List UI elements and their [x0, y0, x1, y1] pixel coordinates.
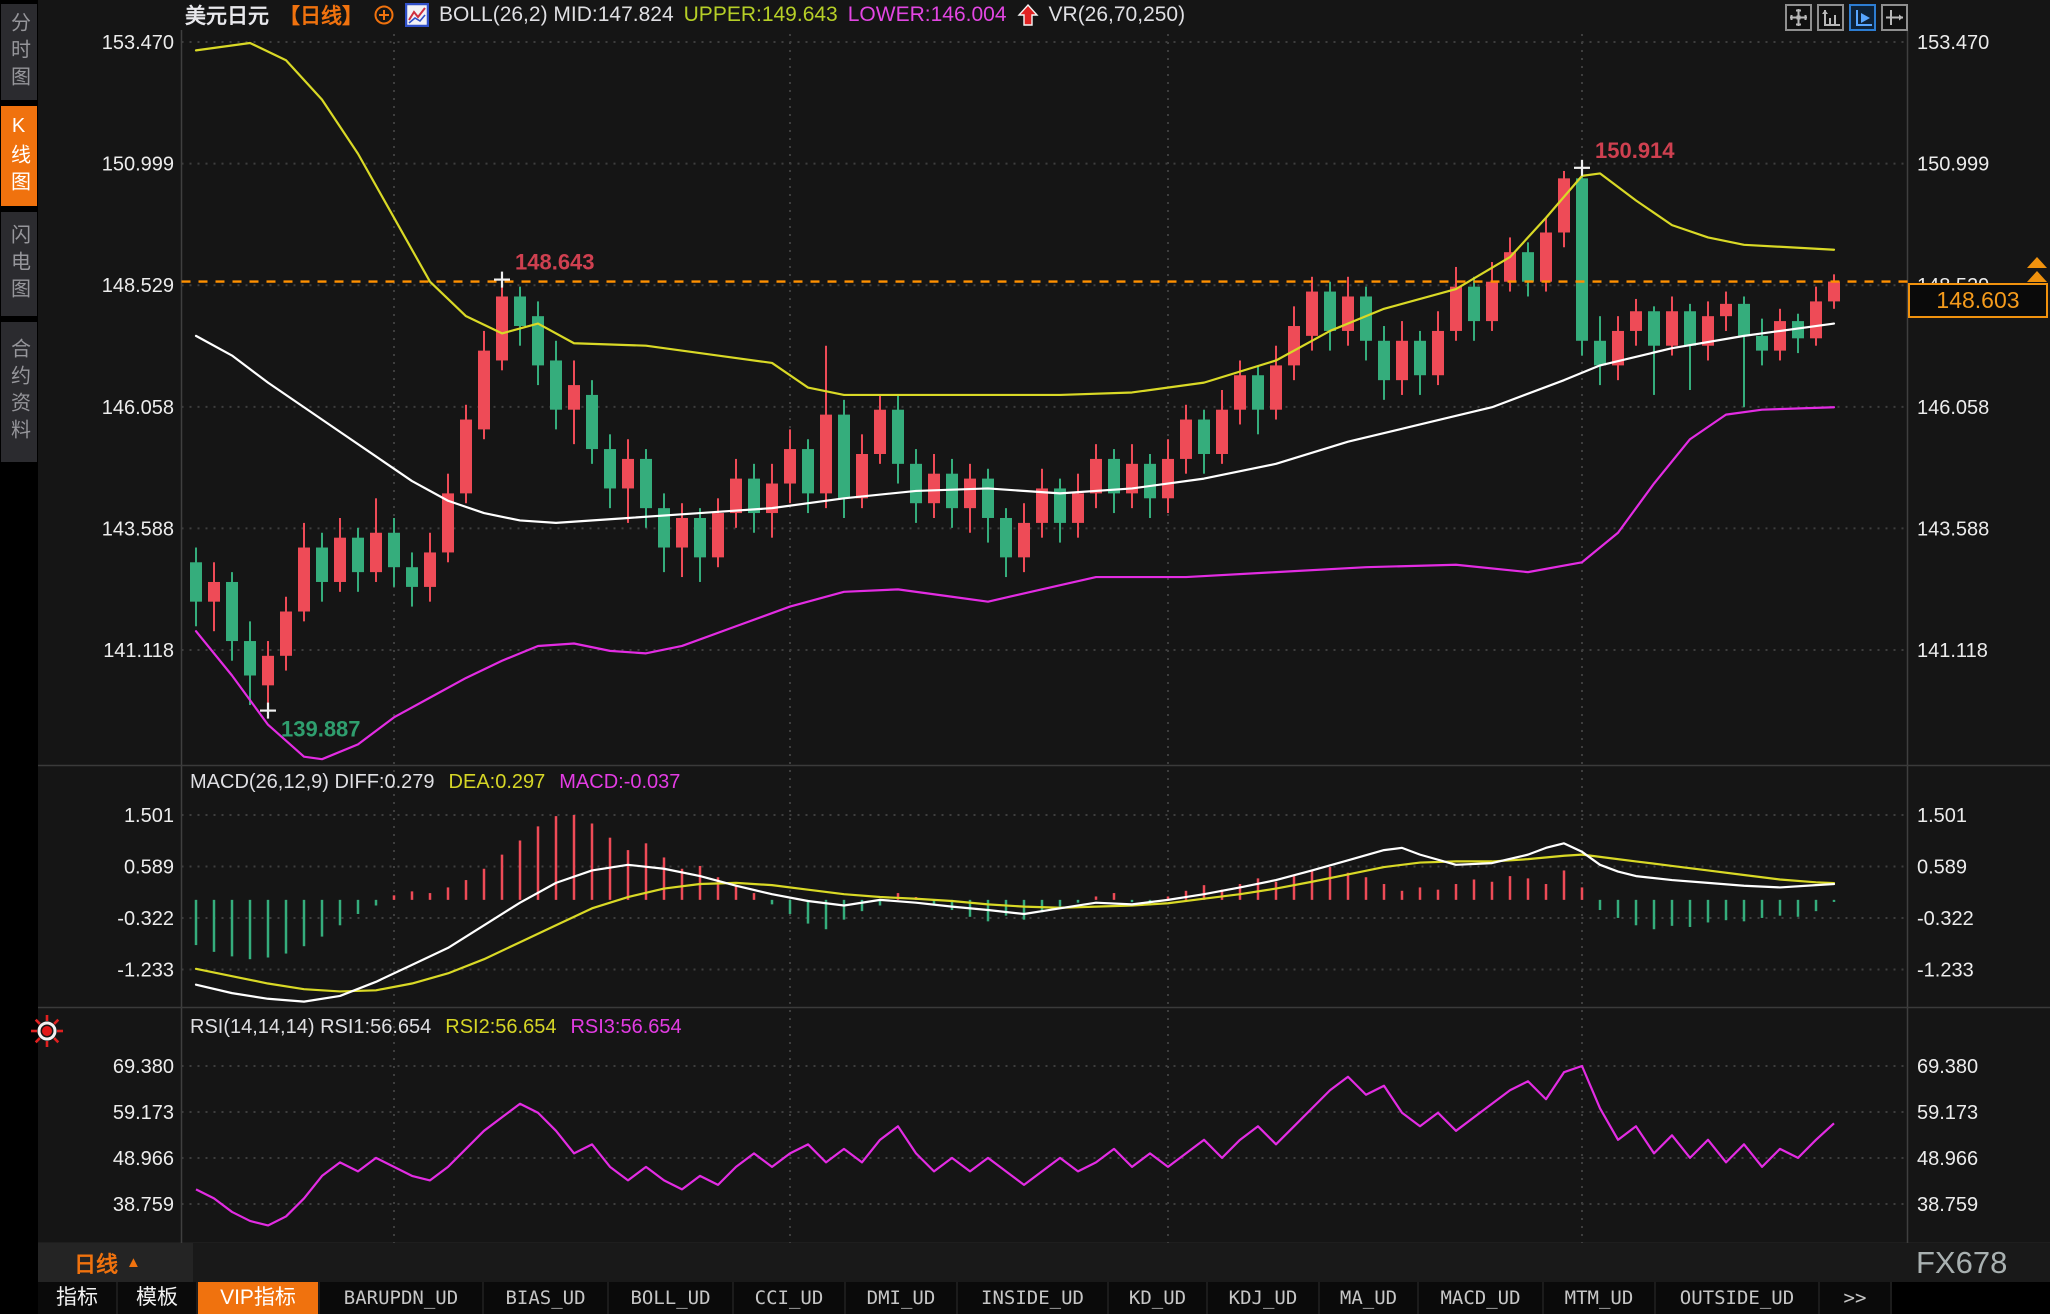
bottom-tab-KD_UD[interactable]: KD_UD	[1109, 1282, 1208, 1314]
macd-axis-tick-right: -0.322	[1917, 908, 1974, 930]
add-indicator-icon[interactable]	[373, 4, 395, 26]
axis-labels-layer: 153.470153.470150.999150.999148.529148.5…	[102, 32, 1990, 1277]
bottom-tab-VIP指标[interactable]: VIP指标	[198, 1282, 320, 1314]
bottom-tab-MACD_UD[interactable]: MACD_UD	[1419, 1282, 1544, 1314]
bottom-tab-BIAS_UD[interactable]: BIAS_UD	[484, 1282, 609, 1314]
macd-axis-tick-right: 1.501	[1917, 805, 1967, 827]
sidebar-tab-2[interactable]: K线图	[1, 106, 37, 206]
boll-lower-line	[194, 406, 1836, 761]
bottom-tab-DMI_UD[interactable]: DMI_UD	[846, 1282, 958, 1314]
current-price-tag: 148.603	[1908, 283, 2048, 318]
macd-dea-line	[194, 853, 1836, 993]
xaxis-row: 日线 ▲	[38, 1243, 2050, 1282]
macd-value-label: MACD:-0.037	[559, 771, 681, 793]
vr-label: VR(26,70,250)	[1048, 3, 1186, 26]
macd-axis-tick-left: -1.233	[117, 960, 174, 982]
bottom-tab-BARUPDN_UD[interactable]: BARUPDN_UD	[320, 1282, 484, 1314]
rsi-header: RSI(14,14,14) RSI1:56.654 RSI2:56.654 RS…	[190, 1016, 682, 1039]
indicator-tabbar: 指标 模板 VIP指标 BARUPDN_UD BIAS_UD BOLL_UD CCI_UD D…	[38, 1282, 2050, 1314]
bottom-tab-BOLL_UD[interactable]: BOLL_UD	[609, 1282, 734, 1314]
period-selector-label: 日线	[74, 1251, 119, 1277]
grid-layer	[38, 30, 2050, 1283]
macd-dea-label: DEA:0.297	[448, 771, 546, 793]
period-tag[interactable]: 【日线】	[279, 5, 363, 28]
rsi-axis-tick-left: 59.173	[113, 1102, 174, 1124]
price-axis-tick-right: 141.118	[1917, 640, 1988, 662]
up-arrow-icon	[1016, 3, 1039, 26]
rsi-axis-tick-right: 48.966	[1917, 1148, 1978, 1170]
sidebar-tab-3[interactable]: 闪电图	[1, 212, 37, 316]
bottom-tab-KDJ_UD[interactable]: KDJ_UD	[1208, 1282, 1320, 1314]
price-axis-tick-left: 153.470	[102, 32, 174, 54]
bottom-tab-OUTSIDE_UD[interactable]: OUTSIDE_UD	[1656, 1282, 1820, 1314]
sidebar-tab-1[interactable]: 分时图	[1, 4, 37, 100]
bottom-tab-CCI_UD[interactable]: CCI_UD	[734, 1282, 846, 1314]
macd-axis-tick-right: -1.233	[1917, 960, 1974, 982]
boll-mid-line	[194, 322, 1836, 525]
macd-histogram-layer	[194, 815, 1836, 960]
toolbar-auto-scale-button[interactable]	[1849, 4, 1876, 31]
macd-axis-tick-right: 0.589	[1917, 857, 1967, 879]
rsi-axis-tick-left: 69.380	[113, 1056, 174, 1078]
rsi1-label: RSI(14,14,14) RSI1:56.654	[190, 1016, 432, 1038]
rsi-axis-tick-right: 69.380	[1917, 1056, 1978, 1078]
chart-header: 美元日元 【日线】 BOLL(26,2) MID:147.824 UPPER:1…	[185, 0, 1185, 30]
watermark: FX678	[1916, 1245, 2008, 1280]
macd-axis-tick-left: -0.322	[117, 908, 174, 930]
boll-upper-label: UPPER:149.643	[683, 3, 838, 26]
rsi3-label: RSI3:56.654	[570, 1016, 682, 1038]
toolbar-pan-button[interactable]	[1785, 4, 1812, 31]
price-axis-tick-left: 146.058	[102, 397, 174, 419]
bottom-tab-INSIDE_UD[interactable]: INSIDE_UD	[958, 1282, 1109, 1314]
toolbar-fixed-scale-button[interactable]	[1881, 4, 1908, 31]
price-up-arrows-icon	[2027, 257, 2047, 282]
symbol-title: 美元日元	[185, 5, 269, 28]
bottom-tab-指标[interactable]: 指标	[38, 1282, 118, 1314]
annotation-layer: 148.643 150.914 139.887	[181, 138, 1908, 742]
price-annotation: 139.887	[281, 717, 361, 742]
bottom-tab-MTM_UD[interactable]: MTM_UD	[1544, 1282, 1656, 1314]
price-annotation: 148.643	[515, 250, 595, 275]
current-price-value: 148.603	[1936, 287, 2020, 313]
boll-upper-line	[194, 41, 1836, 397]
boll-label: BOLL(26,2) MID:147.824	[439, 3, 674, 26]
candlesticks-layer	[190, 167, 1840, 711]
bottom-tab-模板[interactable]: 模板	[118, 1282, 198, 1314]
sidebar-tab-4[interactable]: 合约资料	[1, 322, 37, 462]
rsi-axis-tick-left: 38.759	[113, 1194, 174, 1216]
bottom-tab->>[interactable]: >>	[1820, 1282, 1892, 1314]
price-annotation: 150.914	[1595, 138, 1675, 163]
macd-header: MACD(26,12,9) DIFF:0.279 DEA:0.297 MACD:…	[190, 771, 680, 794]
bottom-tab-MA_UD[interactable]: MA_UD	[1320, 1282, 1419, 1314]
price-axis-tick-left: 141.118	[103, 640, 174, 662]
macd-diff-line	[194, 842, 1836, 1003]
price-axis-tick-right: 153.470	[1917, 32, 1989, 54]
price-axis-tick-left: 148.529	[102, 275, 174, 297]
macd-axis-tick-left: 0.589	[124, 857, 174, 879]
sidebar: 分时图 K线图闪电图合约资料	[0, 0, 38, 1314]
rsi-axis-tick-right: 38.759	[1917, 1194, 1978, 1216]
boll-lower-label: LOWER:146.004	[847, 3, 1007, 26]
period-selector[interactable]: 日线 ▲	[38, 1243, 193, 1282]
price-axis-tick-right: 146.058	[1917, 397, 1989, 419]
price-axis-tick-right: 143.588	[1917, 518, 1989, 540]
period-selector-arrow-icon: ▲	[126, 1254, 141, 1271]
price-axis-tick-left: 143.588	[102, 518, 174, 540]
chart-type-icon[interactable]	[405, 3, 429, 27]
price-axis-tick-left: 150.999	[102, 154, 174, 176]
macd-axis-tick-left: 1.501	[124, 805, 174, 827]
macd-diff-label: MACD(26,12,9) DIFF:0.279	[190, 771, 435, 793]
toolbar-axis-scale-button[interactable]	[1817, 4, 1844, 31]
rsi-line	[195, 1064, 1835, 1227]
rsi-axis-tick-left: 48.966	[113, 1148, 174, 1170]
price-axis-tick-right: 150.999	[1917, 154, 1989, 176]
rsi2-label: RSI2:56.654	[445, 1016, 557, 1038]
series-layer	[190, 41, 1840, 1227]
alert-icon[interactable]	[28, 1012, 66, 1055]
rsi-axis-tick-right: 59.173	[1917, 1102, 1978, 1124]
chart-toolbar	[1785, 4, 1908, 31]
